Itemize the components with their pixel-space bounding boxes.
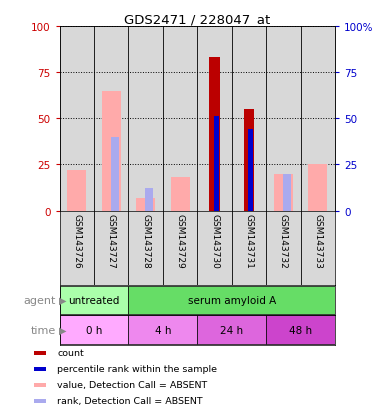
Bar bbox=[60, 286, 129, 315]
Bar bbox=[111, 138, 119, 211]
Bar bbox=[209, 58, 220, 211]
Bar bbox=[34, 399, 46, 403]
Text: 0 h: 0 h bbox=[86, 325, 102, 335]
Text: GSM143733: GSM143733 bbox=[313, 213, 322, 268]
Bar bbox=[266, 316, 335, 344]
Text: rank, Detection Call = ABSENT: rank, Detection Call = ABSENT bbox=[57, 396, 203, 405]
Text: agent: agent bbox=[23, 295, 56, 305]
Text: GSM143732: GSM143732 bbox=[279, 213, 288, 268]
Text: count: count bbox=[57, 349, 84, 357]
Bar bbox=[60, 316, 129, 344]
Bar bbox=[171, 178, 189, 211]
Text: GSM143727: GSM143727 bbox=[107, 213, 116, 268]
Text: 4 h: 4 h bbox=[155, 325, 171, 335]
Text: GSM143730: GSM143730 bbox=[210, 213, 219, 268]
Bar bbox=[34, 351, 46, 355]
Bar bbox=[34, 367, 46, 371]
Title: GDS2471 / 228047_at: GDS2471 / 228047_at bbox=[124, 13, 270, 26]
Bar bbox=[244, 110, 254, 211]
Bar bbox=[248, 130, 253, 211]
Text: GSM143728: GSM143728 bbox=[141, 213, 150, 268]
Text: 24 h: 24 h bbox=[220, 325, 243, 335]
Bar bbox=[214, 117, 219, 211]
Bar bbox=[308, 165, 327, 211]
Text: value, Detection Call = ABSENT: value, Detection Call = ABSENT bbox=[57, 380, 208, 389]
Bar bbox=[283, 174, 291, 211]
Text: time: time bbox=[30, 325, 56, 335]
Bar bbox=[129, 316, 197, 344]
Text: 48 h: 48 h bbox=[289, 325, 312, 335]
Text: percentile rank within the sample: percentile rank within the sample bbox=[57, 364, 217, 373]
Bar bbox=[197, 316, 266, 344]
Bar bbox=[67, 171, 86, 211]
Text: ▶: ▶ bbox=[59, 325, 66, 335]
Bar bbox=[129, 286, 335, 315]
Bar bbox=[136, 198, 155, 211]
Bar bbox=[102, 91, 121, 211]
Text: untreated: untreated bbox=[69, 295, 120, 305]
Text: GSM143729: GSM143729 bbox=[176, 213, 185, 268]
Bar bbox=[34, 383, 46, 387]
Text: GSM143726: GSM143726 bbox=[72, 213, 81, 268]
Bar bbox=[274, 174, 293, 211]
Text: ▶: ▶ bbox=[59, 295, 66, 305]
Bar bbox=[146, 189, 153, 211]
Text: GSM143731: GSM143731 bbox=[244, 213, 253, 268]
Text: serum amyloid A: serum amyloid A bbox=[187, 295, 276, 305]
